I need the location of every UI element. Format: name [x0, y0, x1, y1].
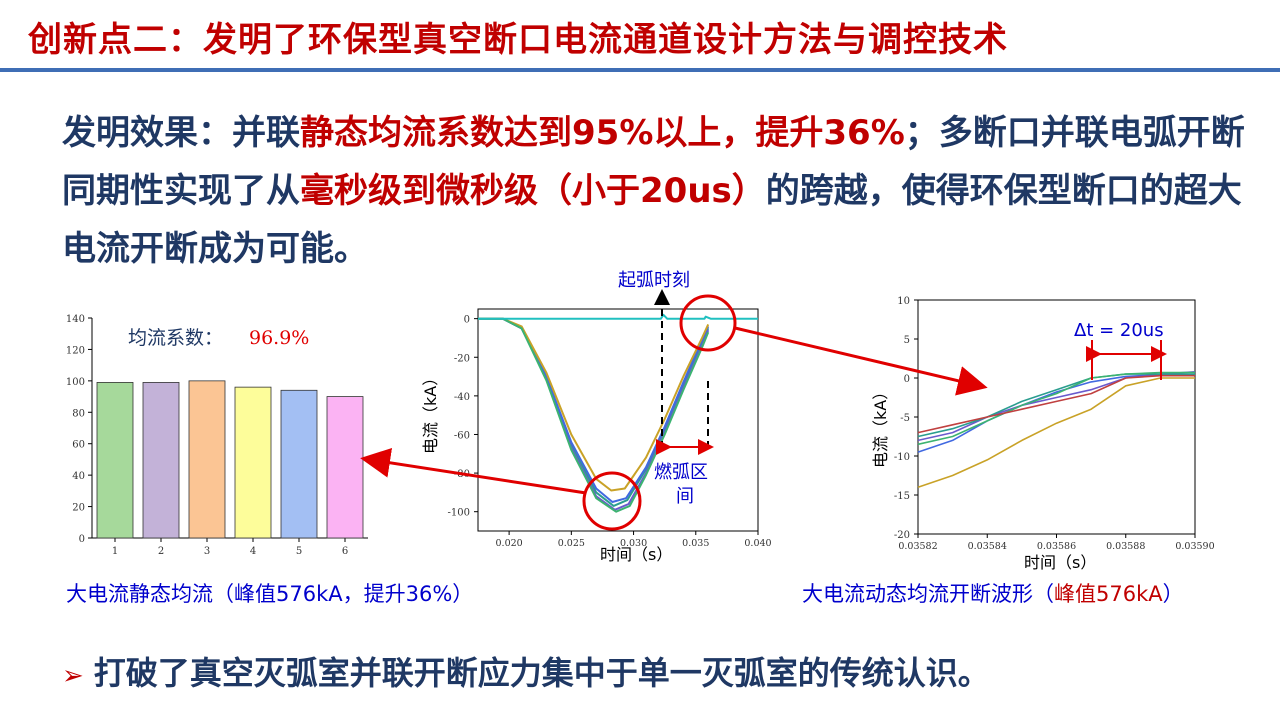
right-y-tick-label: 5: [904, 335, 910, 346]
bar-y-tick-label: 80: [72, 408, 85, 419]
effect-segment-1: 发明效果：并联: [62, 113, 300, 153]
peak-highlight-circle: [582, 471, 642, 531]
right-x-tick-label: 0.03582: [898, 541, 937, 552]
right-y-tick-label: -10: [894, 452, 910, 463]
bar-category-label: 3: [204, 546, 210, 557]
bar-y-tick-label: 20: [72, 503, 85, 514]
right-chart-ylabel: 电流（kA）: [871, 384, 890, 468]
right-series-line: [917, 377, 1195, 488]
line-chart-zoom-waveform: -20 -15 -10 -5 0 5 10 0.03582 0.03584 0.03586 0.03…: [871, 296, 1215, 572]
zoom-caption-peak: 峰值576kA: [1054, 582, 1163, 606]
mid-y-tick-label: -60: [454, 430, 470, 441]
mid-chart-ylabel: 电流（kA）: [421, 370, 440, 454]
bar-chart-caption: 大电流静态均流（峰值576kA，提升36%）: [66, 582, 474, 606]
mid-y-tick-label: -100: [448, 508, 470, 519]
title-divider: [0, 68, 1280, 72]
mid-series-line: [478, 317, 710, 513]
zoom-chart-caption: 大电流动态均流开断波形（峰值576kA）: [802, 578, 1184, 608]
right-x-tick-label: 0.03590: [1175, 541, 1214, 552]
mid-x-tick-label: 0.030: [620, 538, 647, 549]
right-x-tick-label: 0.03584: [968, 541, 1007, 552]
mid-y-tick-label: -20: [454, 353, 470, 364]
bar-y-tick-label: 40: [72, 471, 85, 482]
bar-y-tick-label: 140: [66, 314, 85, 325]
bar-category-label: 1: [112, 546, 118, 557]
mid-y-tick-label: -40: [454, 392, 470, 403]
effect-highlight-2: 毫秒级到微秒级（小于20us）: [300, 171, 766, 211]
arc-interval-label-line2: 间: [676, 486, 694, 507]
arrow-to-zoom-chart: [734, 326, 988, 396]
bar-annotation-value: 96.9%: [249, 327, 309, 349]
delta-t-label: Δt = 20us: [1074, 320, 1164, 341]
bar-annotation-label: 均流系数：: [128, 327, 223, 349]
conclusion-text: 打破了真空灭弧室并联开断应力集中于单一灭弧室的传统认识。: [93, 654, 990, 692]
right-series-line: [917, 371, 1195, 446]
right-series-line: [917, 373, 1195, 438]
mid-chart-frame: [477, 308, 759, 532]
zero-crossing-highlight-circle: [679, 294, 737, 352]
bar: [280, 389, 318, 539]
right-y-tick-label: 10: [897, 296, 910, 307]
zoom-caption-main: 大电流动态均流开断波形（: [802, 582, 1054, 606]
bar: [234, 386, 272, 539]
right-y-tick-label: 0: [904, 374, 910, 385]
mid-x-tick-label: 0.040: [744, 538, 771, 549]
effect-highlight-1: 静态均流系数达到95%以上，提升36%: [300, 113, 905, 153]
mid-y-tick-label: 0: [464, 315, 470, 326]
bar-y-tick-label: 100: [66, 377, 85, 388]
mid-series-line: [478, 317, 710, 492]
right-y-tick-label: -15: [894, 491, 910, 502]
right-series-line: [917, 371, 1196, 442]
arc-start-label: 起弧时刻: [618, 270, 690, 291]
line-chart-current-waveform: -100-80-60-40-2000.0200.0250.0300.0350.0…: [421, 270, 772, 564]
bullet-arrow-icon: ➢: [62, 661, 84, 691]
bar-category-label: 4: [250, 546, 256, 557]
mid-x-tick-label: 0.025: [558, 538, 585, 549]
right-x-tick-label: 0.03586: [1037, 541, 1076, 552]
effect-segment-3: ；多断口并联电弧开断同期性实现了从: [62, 113, 1245, 211]
arc-interval-label-line1: 燃弧区: [654, 462, 708, 483]
right-y-tick-label: -20: [894, 530, 910, 541]
bar: [142, 382, 180, 539]
right-x-tick-label: 0.03588: [1106, 541, 1145, 552]
bar-category-label: 2: [158, 546, 164, 557]
bar-chart-static-sharing: 0 20 40 60 80 100 120 140 1 2 3 4 5 6 均流系数： 96.9%: [66, 314, 368, 557]
right-chart-xlabel: 时间（s）: [1024, 553, 1096, 572]
effect-paragraph: 发明效果：并联静态均流系数达到95%以上，提升36%；多断口并联电弧开断同期性实…: [62, 104, 1252, 278]
bar-category-label: 5: [296, 546, 302, 557]
zoom-caption-end: ）: [1162, 582, 1184, 606]
bar-category-label: 6: [342, 546, 348, 557]
right-series-line: [917, 374, 1195, 434]
effect-segment-5: 的跨越，使得环保型断口的超大电流开断成为可能。: [62, 171, 1242, 269]
bar: [188, 380, 226, 539]
bar-y-tick-label: 0: [79, 534, 85, 545]
slide-title: 创新点二：发明了环保型真空断口电流通道设计方法与调控技术: [28, 20, 1008, 60]
bar-y-tick-label: 60: [72, 440, 85, 451]
mid-chart-xlabel: 时间（s）: [600, 545, 672, 564]
conclusion-line: ➢ 打破了真空灭弧室并联开断应力集中于单一灭弧室的传统认识。: [62, 648, 990, 694]
bar-y-tick-label: 120: [66, 345, 85, 356]
mid-x-tick-label: 0.020: [496, 538, 523, 549]
mid-x-tick-label: 0.035: [682, 538, 709, 549]
bar: [96, 382, 134, 539]
right-y-tick-label: -5: [900, 413, 910, 424]
arrow-to-bar-chart: [360, 447, 587, 495]
